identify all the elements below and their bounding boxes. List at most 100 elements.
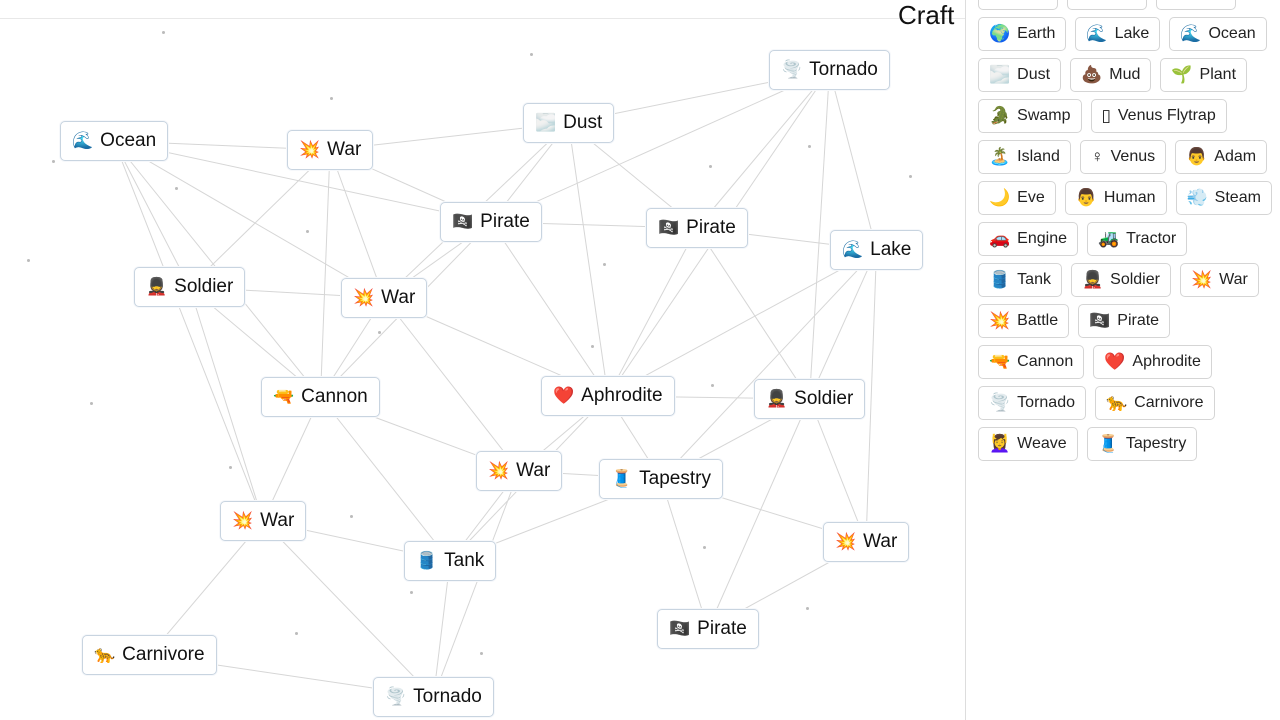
sidebar-item-label: Battle (1017, 312, 1059, 329)
connection-line (113, 140, 264, 522)
canvas-element-war[interactable]: 💥 War (341, 278, 428, 318)
sidebar-item-plant[interactable]: 🌱 Plant (1160, 58, 1248, 92)
sidebar-item-aphrodite[interactable]: ❤️ Aphrodite (1093, 345, 1212, 379)
connection-line (320, 396, 451, 562)
sidebar-item-mud[interactable]: 💩 Mud (1070, 58, 1152, 92)
canvas-element-pirate[interactable]: 🏴‍☠️ Pirate (657, 609, 759, 649)
sidebar-item-tornado[interactable]: 🌪️ Tornado (978, 386, 1086, 420)
sidebar-item-carnivore[interactable]: 🐆 Carnivore (1095, 386, 1215, 420)
connection-line (865, 249, 877, 543)
sidebar-item-label: Ocean (1208, 25, 1256, 42)
element-label: Soldier (794, 388, 854, 409)
sidebar-item-human[interactable]: 👨 Human (1064, 181, 1167, 215)
sidebar-item-earth[interactable]: 🌍 Earth (978, 17, 1067, 51)
lake-icon: 🌊 (1086, 24, 1108, 43)
element-label: Ocean (100, 130, 157, 151)
sidebar-item-eve[interactable]: 🌙 Eve (978, 181, 1056, 215)
particle (909, 175, 912, 178)
canvas-element-war[interactable]: 💥 War (220, 501, 307, 541)
canvas-element-carnivore[interactable]: 🐆 Carnivore (82, 635, 217, 675)
sidebar-item-engine[interactable]: 🚗 Engine (978, 222, 1078, 256)
sidebar-item-lake[interactable]: 🌊 Lake (1075, 17, 1161, 51)
element-sidebar[interactable]: 🌍 Earth 🌊 Lake 🌊 Ocean 🌫️ Dust 💩 Mud 🌱 Plant 🐊 Swamp ▯… (965, 0, 1280, 720)
venus-flytrap-icon: ▯ (1101, 106, 1111, 125)
canvas-element-war[interactable]: 💥 War (287, 130, 374, 170)
carnivore-icon: 🐆 (1106, 393, 1128, 412)
sidebar-item-label: Tornado (1017, 394, 1075, 411)
canvas-element-ocean[interactable]: 🌊 Ocean (60, 121, 169, 161)
sidebar-item-tractor[interactable]: 🚜 Tractor (1087, 222, 1188, 256)
connection-lines (113, 69, 877, 698)
particle (229, 466, 232, 469)
venus-icon: ♀ (1090, 147, 1104, 166)
connection-line (607, 227, 698, 397)
element-label: Tornado (413, 686, 482, 707)
pirate-icon: 🏴‍☠️ (452, 212, 474, 231)
particle (27, 259, 30, 262)
element-label: Pirate (480, 211, 530, 232)
sidebar-item-label: Island (1017, 148, 1060, 165)
sidebar-item-island[interactable]: 🏝️ Island (978, 140, 1071, 174)
element-label: War (327, 139, 362, 160)
element-label: Aphrodite (581, 385, 663, 406)
canvas-element-aphrodite[interactable]: ❤️ Aphrodite (541, 376, 675, 416)
sidebar-item-tank[interactable]: 🛢️ Tank (978, 263, 1062, 297)
element-label: War (260, 510, 295, 531)
sidebar-item-soldier[interactable]: 💂 Soldier (1070, 263, 1171, 297)
tank-icon: 🛢️ (989, 270, 1011, 289)
canvas-element-tornado[interactable]: 🌪️ Tornado (769, 50, 890, 90)
weave-icon: 💆‍♀️ (989, 434, 1011, 453)
sidebar-item-weave[interactable]: 💆‍♀️ Weave (978, 427, 1078, 461)
canvas-element-soldier[interactable]: 💂 Soldier (754, 379, 866, 419)
sidebar-item-label: Dust (1017, 66, 1051, 83)
sidebar-item-venus-flytrap[interactable]: ▯ Venus Flytrap (1090, 99, 1227, 133)
canvas-element-war[interactable]: 💥 War (476, 451, 563, 491)
sidebar-item-war[interactable]: 💥 War (1179, 263, 1259, 297)
sidebar-item-swamp[interactable]: 🐊 Swamp (978, 99, 1082, 133)
sidebar-item-tapestry[interactable]: 🧵 Tapestry (1086, 427, 1198, 461)
canvas-element-lake[interactable]: 🌊 Lake (830, 230, 924, 270)
sidebar-item-partial[interactable] (1067, 0, 1147, 10)
canvas-element-tank[interactable]: 🛢️ Tank (404, 541, 497, 581)
sidebar-item-partial[interactable] (978, 0, 1058, 10)
sidebar-item-adam[interactable]: 👨 Adam (1175, 140, 1268, 174)
particle (90, 402, 93, 405)
canvas-element-dust[interactable]: 🌫️ Dust (523, 103, 615, 143)
soldier-icon: 💂 (1081, 270, 1104, 289)
ocean-icon: 🌊 (1180, 24, 1202, 43)
pirate-icon: 🏴‍☠️ (669, 619, 691, 638)
particle (378, 331, 381, 334)
sidebar-item-venus[interactable]: ♀ Venus (1079, 140, 1167, 174)
connection-line (113, 140, 492, 223)
canvas-element-cannon[interactable]: 🔫 Cannon (261, 377, 380, 417)
canvas-element-tornado[interactable]: 🌪️ Tornado (373, 677, 494, 717)
particle (530, 53, 533, 56)
connection-line (189, 149, 331, 288)
sidebar-item-label: Soldier (1110, 271, 1160, 288)
element-label: Tapestry (639, 468, 711, 489)
engine-icon: 🚗 (989, 229, 1011, 248)
battle-icon: 💥 (989, 311, 1011, 330)
adam-icon: 👨 (1186, 147, 1208, 166)
sidebar-item-partial[interactable] (1156, 0, 1236, 10)
canvas-element-pirate[interactable]: 🏴‍☠️ Pirate (440, 202, 542, 242)
sidebar-item-ocean[interactable]: 🌊 Ocean (1169, 17, 1267, 51)
eve-icon: 🌙 (989, 188, 1011, 207)
tapestry-icon: 🧵 (1097, 434, 1119, 453)
sidebar-item-dust[interactable]: 🌫️ Dust (978, 58, 1062, 92)
particle (295, 632, 298, 635)
sidebar-item-label: Eve (1017, 189, 1045, 206)
sidebar-item-label: Engine (1017, 230, 1067, 247)
sidebar-item-steam[interactable]: 💨 Steam (1175, 181, 1272, 215)
sidebar-item-battle[interactable]: 💥 Battle (978, 304, 1070, 338)
sidebar-item-cannon[interactable]: 🔫 Cannon (978, 345, 1085, 379)
canvas-element-war[interactable]: 💥 War (823, 522, 910, 562)
soldier-icon: 💂 (146, 277, 168, 296)
craft-canvas[interactable]: Craft 🌪️ Tornado 🌊 Ocean 💥 War 🌫️ Dust 🏴‍☠️ Pirat… (0, 0, 965, 720)
particle (703, 546, 706, 549)
sidebar-item-pirate[interactable]: 🏴‍☠️ Pirate (1078, 304, 1171, 338)
canvas-element-pirate[interactable]: 🏴‍☠️ Pirate (646, 208, 748, 248)
canvas-element-tapestry[interactable]: 🧵 Tapestry (599, 459, 723, 499)
canvas-element-soldier[interactable]: 💂 Soldier (134, 267, 246, 307)
connection-line (809, 398, 867, 543)
